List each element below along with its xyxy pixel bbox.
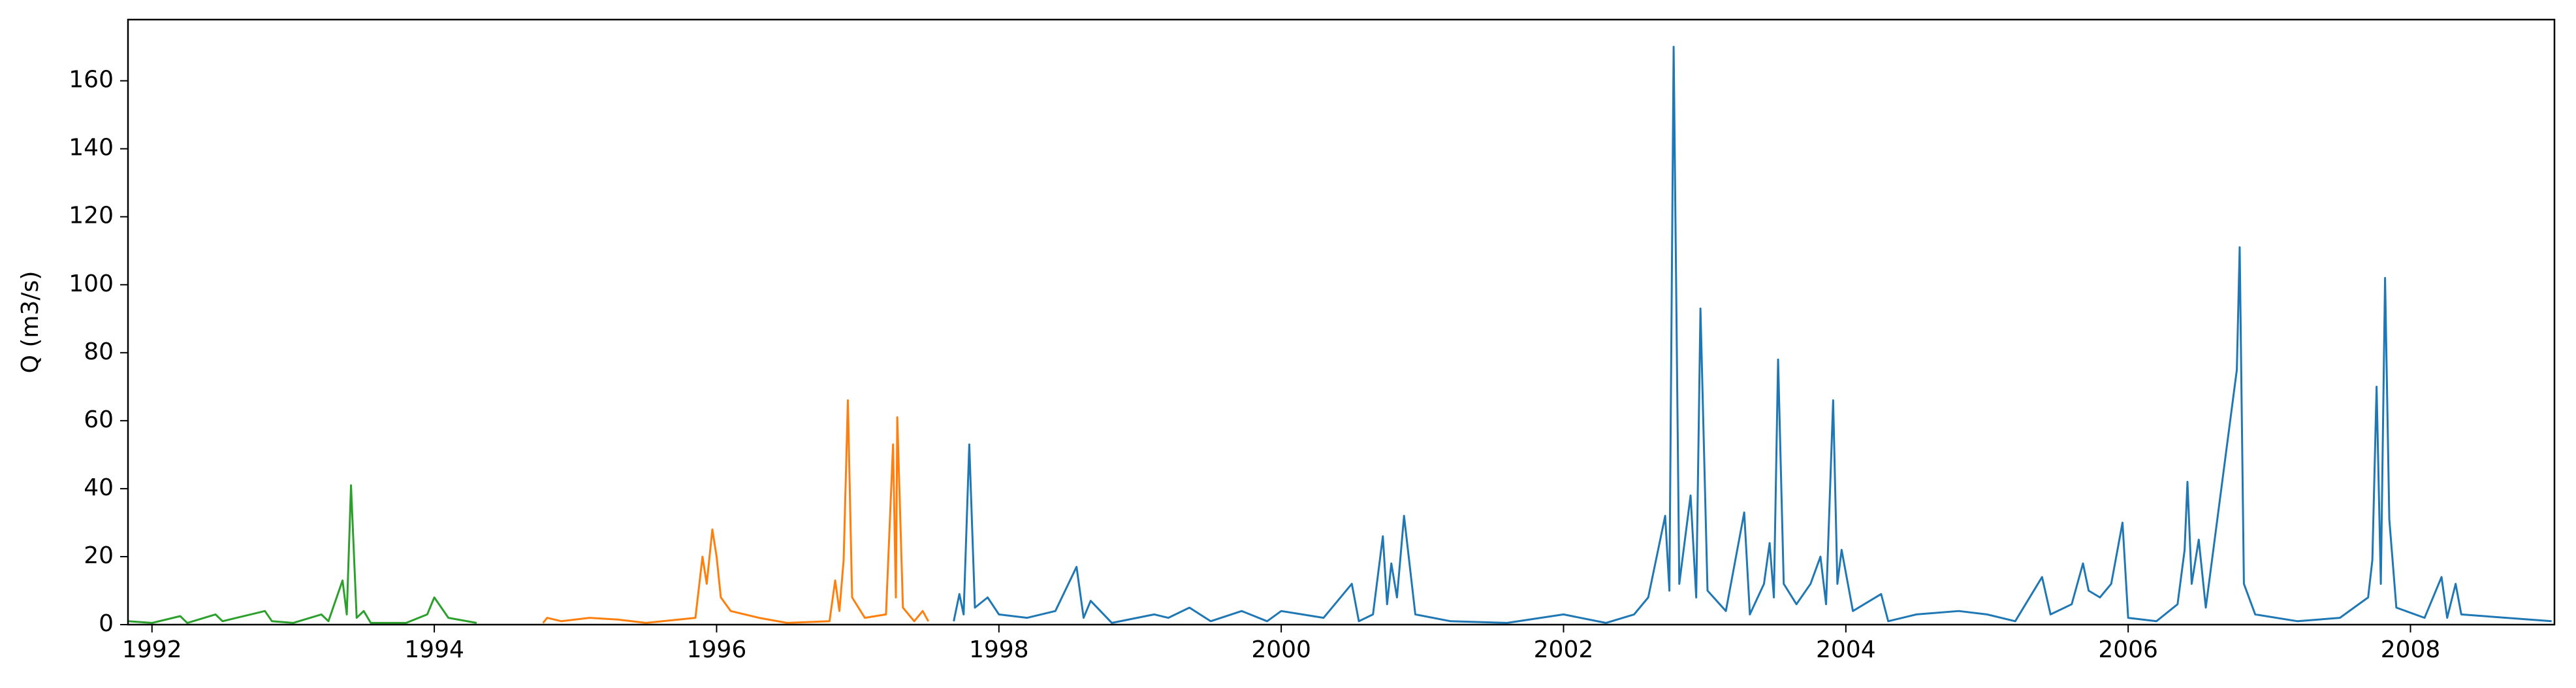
x-tick-label: 2000 [1251, 636, 1311, 663]
x-tick-label: 1996 [687, 636, 747, 663]
x-tick-label: 1994 [404, 636, 464, 663]
x-tick-label: 1992 [122, 636, 182, 663]
series-line [127, 484, 477, 624]
y-tick-label: 60 [84, 406, 114, 433]
series-line [542, 399, 930, 624]
y-tick-label: 100 [69, 270, 114, 297]
x-tick-label: 2002 [1534, 636, 1594, 663]
series-line [953, 46, 2552, 624]
y-tick-label: 40 [84, 474, 114, 501]
y-tick-label: 140 [69, 135, 114, 161]
y-axis-label: Q (m3/s) [17, 271, 44, 374]
x-tick-label: 2006 [2098, 636, 2158, 663]
y-tick-label: 120 [69, 203, 114, 229]
y-tick-label: 0 [99, 610, 114, 637]
y-tick-label: 20 [84, 542, 114, 569]
x-tick-label: 2008 [2381, 636, 2441, 663]
x-tick-label: 2004 [1816, 636, 1876, 663]
plot-frame [127, 18, 2556, 626]
x-tick-label: 1998 [969, 636, 1029, 663]
y-tick-label: 80 [84, 338, 114, 365]
y-tick-label: 160 [69, 67, 114, 93]
